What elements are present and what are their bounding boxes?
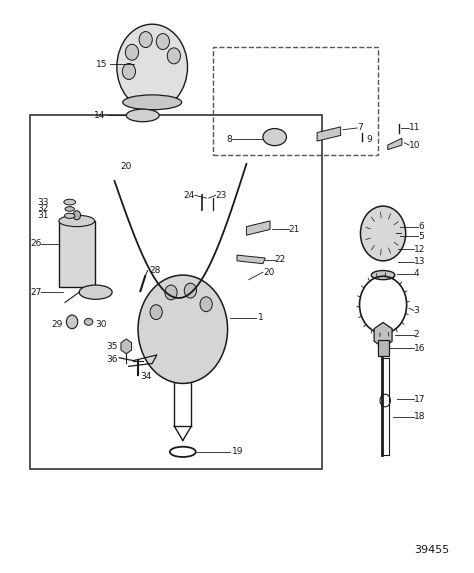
Text: 17: 17 bbox=[414, 395, 425, 404]
Circle shape bbox=[122, 64, 136, 80]
Circle shape bbox=[139, 32, 152, 48]
Text: 28: 28 bbox=[149, 266, 161, 275]
Text: 30: 30 bbox=[96, 320, 107, 329]
Text: 22: 22 bbox=[275, 255, 286, 264]
Polygon shape bbox=[246, 221, 270, 235]
Circle shape bbox=[167, 48, 181, 64]
Bar bbox=[378, 340, 389, 356]
Circle shape bbox=[66, 315, 78, 329]
Text: 13: 13 bbox=[414, 257, 425, 266]
Bar bbox=[59, 221, 95, 286]
Ellipse shape bbox=[371, 270, 395, 280]
Text: 31: 31 bbox=[37, 211, 48, 220]
Ellipse shape bbox=[64, 213, 75, 218]
Text: 7: 7 bbox=[357, 123, 363, 132]
Polygon shape bbox=[237, 255, 265, 264]
Text: 35: 35 bbox=[107, 342, 118, 351]
Text: 19: 19 bbox=[232, 448, 244, 456]
Circle shape bbox=[150, 305, 162, 320]
Circle shape bbox=[138, 275, 228, 383]
Bar bbox=[213, 47, 378, 155]
Text: 26: 26 bbox=[30, 240, 41, 248]
Text: 23: 23 bbox=[216, 191, 227, 200]
Text: 1: 1 bbox=[258, 313, 264, 323]
Text: 24: 24 bbox=[183, 191, 195, 200]
Text: 12: 12 bbox=[414, 245, 425, 254]
Ellipse shape bbox=[79, 285, 112, 299]
Text: 10: 10 bbox=[409, 140, 420, 150]
Text: 33: 33 bbox=[37, 198, 48, 207]
Text: 9: 9 bbox=[366, 135, 373, 144]
Ellipse shape bbox=[263, 128, 286, 146]
Text: 14: 14 bbox=[94, 111, 105, 120]
Ellipse shape bbox=[383, 223, 397, 230]
Ellipse shape bbox=[59, 215, 95, 227]
Text: 6: 6 bbox=[419, 222, 424, 231]
Circle shape bbox=[126, 44, 138, 60]
Ellipse shape bbox=[64, 199, 76, 205]
Text: 4: 4 bbox=[414, 269, 419, 278]
Text: 21: 21 bbox=[289, 225, 300, 234]
Circle shape bbox=[73, 211, 81, 220]
Text: 20: 20 bbox=[120, 162, 132, 171]
Circle shape bbox=[200, 297, 212, 312]
Text: 36: 36 bbox=[107, 355, 118, 364]
Ellipse shape bbox=[384, 236, 396, 242]
Text: 27: 27 bbox=[30, 288, 41, 297]
Text: 2: 2 bbox=[414, 331, 419, 339]
Text: 16: 16 bbox=[414, 344, 425, 352]
Text: 5: 5 bbox=[419, 232, 424, 241]
Text: 15: 15 bbox=[96, 60, 108, 69]
Ellipse shape bbox=[65, 207, 74, 211]
Ellipse shape bbox=[123, 95, 182, 110]
Circle shape bbox=[165, 285, 177, 300]
Ellipse shape bbox=[126, 109, 159, 121]
Text: 39455: 39455 bbox=[414, 544, 449, 555]
Ellipse shape bbox=[84, 319, 93, 325]
Polygon shape bbox=[388, 138, 402, 150]
Circle shape bbox=[360, 206, 406, 261]
Text: 18: 18 bbox=[414, 412, 425, 421]
Circle shape bbox=[184, 283, 197, 298]
Circle shape bbox=[156, 34, 170, 49]
Text: 8: 8 bbox=[227, 135, 232, 144]
Text: 20: 20 bbox=[263, 268, 274, 277]
Text: 11: 11 bbox=[409, 123, 420, 132]
Circle shape bbox=[117, 24, 188, 110]
Text: 3: 3 bbox=[414, 306, 419, 315]
Bar bbox=[30, 115, 322, 469]
Text: 29: 29 bbox=[51, 320, 63, 329]
Text: 34: 34 bbox=[140, 372, 152, 381]
Polygon shape bbox=[317, 127, 341, 141]
Text: 32: 32 bbox=[37, 205, 48, 214]
